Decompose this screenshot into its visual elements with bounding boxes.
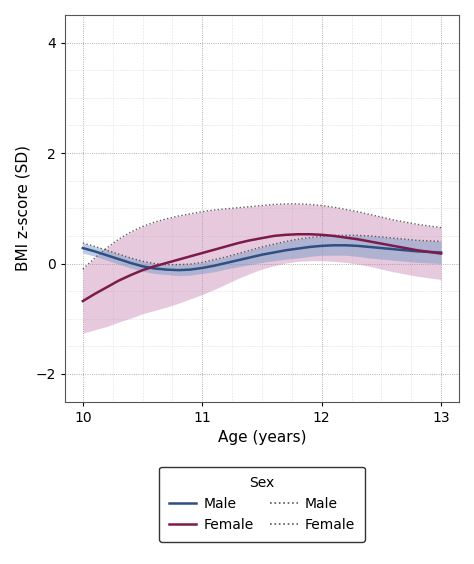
- Legend: Male, Female, Male, Female: Male, Female, Male, Female: [159, 466, 365, 542]
- Y-axis label: BMI z-score (SD): BMI z-score (SD): [15, 146, 30, 271]
- X-axis label: Age (years): Age (years): [218, 430, 306, 445]
